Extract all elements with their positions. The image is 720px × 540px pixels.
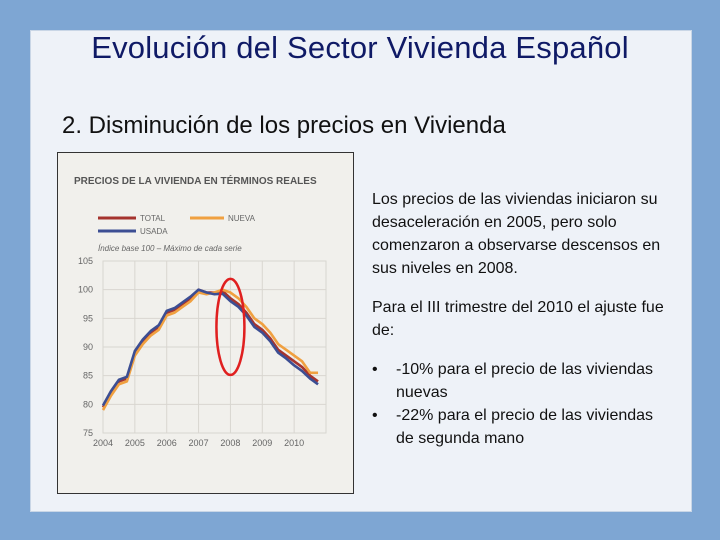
chart-series (101, 288, 319, 411)
y-tick-label: 90 (83, 342, 93, 352)
legend-total-label: TOTAL (140, 214, 166, 223)
bullet-text: -10% para el precio de las viviendas nue… (396, 361, 654, 401)
y-tick-label: 75 (83, 428, 93, 438)
x-tick-label: 2006 (157, 438, 177, 448)
legend-usada-label: USADA (140, 227, 168, 236)
x-tick-label: 2007 (189, 438, 209, 448)
chart-image: PRECIOS DE LA VIVIENDA EN TÉRMINOS REALE… (57, 152, 354, 494)
line-chart: PRECIOS DE LA VIVIENDA EN TÉRMINOS REALE… (74, 174, 327, 448)
series-line-usada (101, 288, 319, 407)
highlight-ellipse (215, 277, 246, 377)
slide-title: Evolución del Sector Vivienda Español (91, 30, 629, 65)
bullet-dot: • (372, 407, 378, 424)
legend-nueva-label: NUEVA (228, 214, 256, 223)
y-tick-label: 100 (78, 285, 93, 295)
chart-title: PRECIOS DE LA VIVIENDA EN TÉRMINOS REALE… (74, 174, 317, 187)
chart-legend: TOTAL NUEVA USADA (98, 214, 256, 236)
y-tick-label: 95 (83, 313, 93, 323)
y-tick-label: 85 (83, 371, 93, 381)
x-tick-label: 2008 (220, 438, 240, 448)
y-tick-label: 80 (83, 399, 93, 409)
x-tick-label: 2004 (93, 438, 113, 448)
bullet-dot: • (372, 361, 378, 378)
y-tick-label: 105 (78, 256, 93, 266)
chart-annotation (215, 277, 246, 377)
chart-note: Índice base 100 – Máximo de cada serie (98, 244, 242, 253)
x-tick-label: 2005 (125, 438, 145, 448)
bullet-text: -22% para el precio de las viviendas de … (396, 407, 654, 447)
body-text: Los precios de las viviendas iniciaron s… (372, 188, 672, 450)
slide-subtitle: 2. Disminución de los precios en Viviend… (62, 112, 506, 139)
paragraph-adjustment: Para el III trimestre del 2010 el ajuste… (372, 299, 664, 339)
x-tick-label: 2010 (284, 438, 304, 448)
x-tick-label: 2009 (252, 438, 272, 448)
bullet-item-used: • -22% para el precio de las viviendas d… (372, 404, 672, 450)
paragraph-intro: Los precios de las viviendas iniciaron s… (372, 191, 661, 277)
bullet-list: • -10% para el precio de las viviendas n… (372, 358, 672, 450)
bullet-item-new: • -10% para el precio de las viviendas n… (372, 358, 672, 404)
